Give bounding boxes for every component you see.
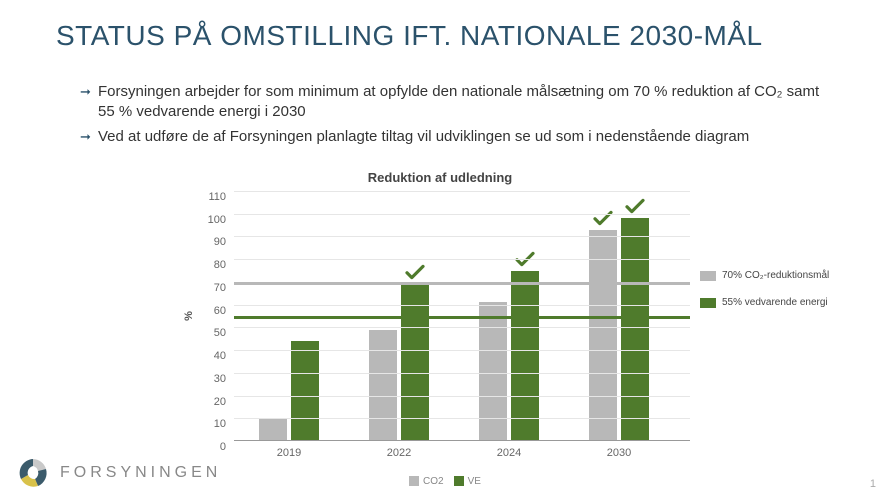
y-tick: 10	[214, 418, 226, 430]
y-tick: 80	[214, 259, 226, 271]
emissions-chart: Reduktion af udledning % 010203040506070…	[190, 170, 690, 470]
checkmark-icon	[593, 210, 613, 226]
bullet-list: Forsyningen arbejder for som minimum at …	[80, 82, 836, 151]
ref-legend-item: 55% vedvarende energi	[700, 297, 829, 308]
checkmark-icon	[405, 264, 425, 280]
gridline	[234, 191, 690, 192]
logo: FORSYNINGEN	[16, 456, 221, 490]
bar-CO2	[589, 230, 617, 441]
gridline	[234, 305, 690, 306]
slide: STATUS PÅ OMSTILLING IFT. NATIONALE 2030…	[0, 0, 896, 504]
gridline	[234, 259, 690, 260]
gridline	[234, 373, 690, 374]
x-tick: 2024	[464, 447, 554, 459]
y-tick: 60	[214, 305, 226, 317]
logo-text: FORSYNINGEN	[60, 464, 221, 482]
y-tick: 100	[208, 214, 226, 226]
x-tick: 2030	[574, 447, 664, 459]
y-axis: 0102030405060708090100110	[190, 191, 230, 441]
y-tick: 30	[214, 373, 226, 385]
x-tick: 2019	[244, 447, 334, 459]
y-tick: 70	[214, 282, 226, 294]
bar-VE	[291, 341, 319, 441]
bullet-1: Forsyningen arbejder for som minimum at …	[80, 82, 836, 123]
gridline	[234, 236, 690, 237]
chart-title: Reduktion af udledning	[190, 170, 690, 185]
gridline	[234, 350, 690, 351]
reference-legend: 70% CO₂-reduktionsmål 55% vedvarende ener…	[700, 270, 829, 324]
ref-legend-item: 70% CO₂-reduktionsmål	[700, 270, 829, 281]
reference-line	[234, 282, 690, 285]
page-title: STATUS PÅ OMSTILLING IFT. NATIONALE 2030…	[56, 20, 763, 52]
bar-VE	[621, 218, 649, 441]
x-tick: 2022	[354, 447, 444, 459]
series-legend: CO2 VE	[190, 476, 690, 487]
bar-VE	[511, 271, 539, 441]
x-axis-line	[234, 440, 690, 441]
bar-CO2	[479, 302, 507, 441]
gridline	[234, 327, 690, 328]
legend-swatch	[454, 476, 464, 486]
plot-area: % 0102030405060708090100110 201920222024…	[190, 191, 690, 441]
checkmark-icon	[625, 198, 645, 214]
y-tick: 40	[214, 350, 226, 362]
legend-label: CO2	[423, 476, 444, 487]
y-tick: 20	[214, 396, 226, 408]
bullet-2: Ved at udføre de af Forsyningen planlagt…	[80, 127, 836, 147]
page-number: 1	[870, 478, 876, 490]
y-tick: 90	[214, 236, 226, 248]
bar-CO2	[369, 330, 397, 441]
bar-CO2	[259, 418, 287, 441]
gridline	[234, 396, 690, 397]
logo-icon	[16, 456, 50, 490]
reference-line	[234, 316, 690, 319]
gridline	[234, 418, 690, 419]
gridline	[234, 214, 690, 215]
y-tick: 110	[208, 191, 226, 203]
legend-label: VE	[468, 476, 481, 487]
legend-swatch	[409, 476, 419, 486]
y-tick: 50	[214, 327, 226, 339]
y-tick: 0	[220, 441, 226, 453]
